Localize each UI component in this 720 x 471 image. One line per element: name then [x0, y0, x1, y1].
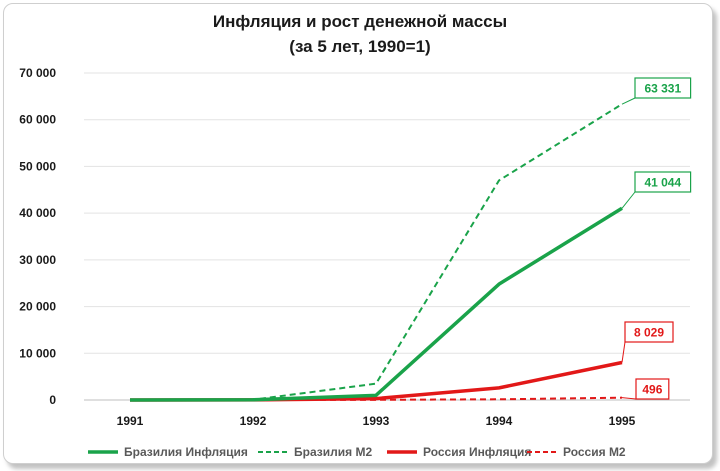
y-axis-ticks: 0 10 000 20 000 30 000 40 000 50 000 60 000 70 …	[19, 66, 56, 407]
grid-lines	[84, 72, 690, 401]
data-label-callout: 496	[621, 378, 670, 400]
x-tick-label: 1995	[609, 414, 636, 428]
data-label-callout: 41 044	[621, 171, 692, 209]
legend-label: Бразилия М2	[294, 445, 372, 459]
legend-label: Россия М2	[563, 445, 626, 459]
legend-label: Бразилия Инфляция	[124, 445, 248, 459]
y-tick-label: 50 000	[19, 159, 56, 173]
y-tick-label: 40 000	[19, 206, 56, 220]
legend-label: Россия Инфляция	[423, 445, 531, 459]
chart-subtitle: (за 5 лет, 1990=1)	[289, 37, 431, 56]
data-label-callout: 8 029	[621, 321, 674, 363]
data-label: 496	[642, 383, 662, 397]
series-lines	[129, 103, 623, 402]
data-label: 63 331	[644, 82, 681, 96]
y-tick-label: 30 000	[19, 253, 56, 267]
series-line	[129, 206, 623, 402]
x-tick-label: 1993	[363, 414, 390, 428]
legend-item: Россия М2	[527, 445, 626, 459]
chart-frame	[3, 3, 713, 464]
legend-item: Бразилия М2	[258, 445, 372, 459]
data-label: 41 044	[644, 176, 681, 190]
data-label-callout: 63 331	[621, 77, 692, 105]
data-labels: 41 044 63 331 8 029 496	[621, 77, 692, 400]
chart-title: Инфляция и рост денежной массы	[212, 12, 508, 31]
data-label: 8 029	[634, 326, 664, 340]
y-tick-label: 20 000	[19, 300, 56, 314]
y-tick-label: 0	[49, 393, 56, 407]
legend-item: Бразилия Инфляция	[88, 445, 248, 459]
series-line	[129, 103, 623, 401]
x-tick-label: 1994	[486, 414, 513, 428]
x-axis-ticks: 1991 1992 1993 1994 1995	[117, 414, 636, 428]
y-tick-label: 60 000	[19, 113, 56, 127]
legend: Бразилия Инфляция Бразилия М2 Россия Инфля…	[88, 445, 626, 459]
y-tick-label: 10 000	[19, 346, 56, 360]
legend-item: Россия Инфляция	[387, 445, 531, 459]
x-tick-label: 1991	[117, 414, 144, 428]
y-tick-label: 70 000	[19, 66, 56, 80]
x-tick-label: 1992	[240, 414, 267, 428]
